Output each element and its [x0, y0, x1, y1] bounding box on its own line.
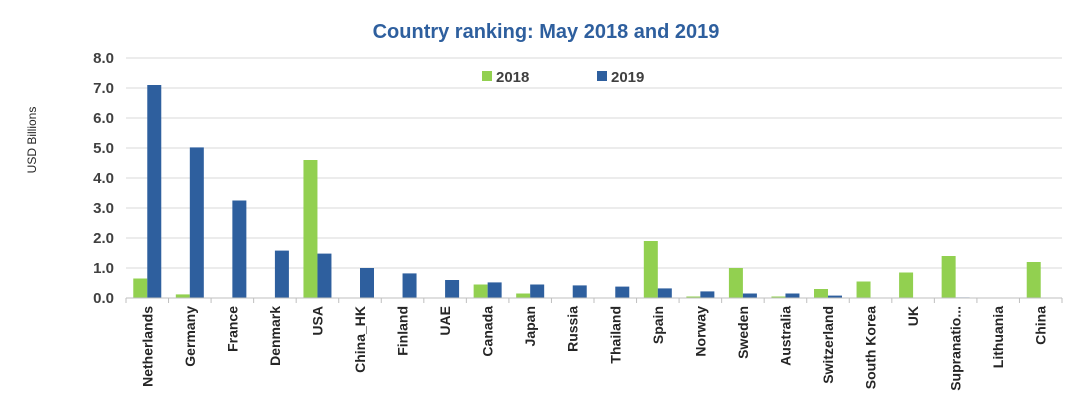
- x-tick-label: Switzerland: [820, 306, 836, 384]
- bar-2019-netherlands: [147, 85, 162, 298]
- y-tick-label: 6.0: [93, 110, 114, 127]
- bar-2019-uae: [445, 280, 460, 298]
- chart-title: Country ranking: May 2018 and 2019: [373, 21, 720, 43]
- legend-swatch-2019: [597, 71, 607, 81]
- x-tick-label: South Korea: [863, 306, 879, 389]
- x-tick-label: China: [1033, 306, 1049, 345]
- bar-2018-south-korea: [856, 281, 871, 298]
- bar-2019-norway: [700, 291, 715, 298]
- bar-2018-supranatio-: [941, 256, 956, 298]
- y-tick-label: 0.0: [93, 290, 114, 307]
- bar-2018-canada: [473, 284, 488, 298]
- x-tick-label: Lithuania: [990, 306, 1006, 368]
- x-tick-label: France: [224, 306, 240, 352]
- bar-2018-australia: [771, 296, 786, 298]
- y-tick-label: 8.0: [93, 50, 114, 67]
- x-tick-label: Russia: [565, 306, 581, 352]
- legend-swatch-2018: [482, 71, 492, 81]
- x-tick-label: Denmark: [267, 306, 283, 366]
- legend-label-2018: 2018: [496, 69, 529, 86]
- bar-2019-denmark: [274, 250, 289, 298]
- x-axis: [125, 297, 1063, 303]
- bar-2019-thailand: [615, 286, 630, 298]
- bar-2019-canada: [487, 282, 502, 298]
- bar-2019-france: [232, 200, 247, 298]
- bar-2018-usa: [303, 160, 318, 298]
- bar-2019-usa: [317, 253, 332, 298]
- x-tick-label: Australia: [777, 306, 793, 366]
- bar-2019-russia: [572, 285, 587, 298]
- y-tick-label: 3.0: [93, 200, 114, 217]
- x-tick-label: Supranatio...: [948, 306, 964, 391]
- x-tick-label: Spain: [650, 306, 666, 344]
- x-tick-label: UAE: [437, 306, 453, 336]
- gridlines: [126, 57, 1062, 269]
- y-tick-label: 2.0: [93, 230, 114, 247]
- bar-2018-switzerland: [814, 289, 828, 298]
- y-axis-label: USD Billions: [25, 107, 39, 174]
- x-tick-label: Thailand: [607, 306, 623, 364]
- bar-2018-uk: [899, 272, 914, 298]
- legend-label-2019: 2019: [611, 69, 644, 86]
- x-tick-label: Japan: [522, 306, 538, 346]
- x-tick-label: USA: [309, 306, 325, 336]
- x-tick-label: Canada: [480, 306, 496, 357]
- bar-2018-germany: [175, 294, 190, 298]
- bar-2019-sweden: [742, 293, 757, 298]
- bar-2018-sweden: [728, 268, 743, 298]
- y-tick-label: 5.0: [93, 140, 114, 157]
- x-tick-label: Sweden: [735, 306, 751, 359]
- bar-2019-switzerland: [828, 295, 842, 298]
- bars: [133, 85, 1041, 298]
- x-tick-label: UK: [905, 306, 921, 326]
- bar-2019-spain: [657, 288, 672, 298]
- bar-2019-japan: [530, 284, 545, 298]
- bar-2019-finland: [402, 273, 417, 298]
- y-tick-label: 4.0: [93, 170, 114, 187]
- bar-2018-japan: [516, 293, 531, 298]
- legend: 2018 2019: [482, 69, 644, 86]
- y-tick-label: 1.0: [93, 260, 114, 277]
- x-tick-label: China_HK: [352, 306, 368, 373]
- bar-2018-netherlands: [133, 278, 148, 298]
- bar-2019-australia: [785, 293, 800, 298]
- x-tick-label: Norway: [692, 306, 708, 357]
- bar-2018-spain: [643, 241, 658, 298]
- x-axis-categories: Netherlands Germany France Denmark USA China_…: [139, 306, 1048, 391]
- bar-2018-china: [1026, 262, 1041, 298]
- y-tick-label: 7.0: [93, 80, 114, 97]
- bar-2019-china-hk: [360, 268, 374, 298]
- y-axis-ticks: 0.0 1.0 2.0 3.0 4.0 5.0 6.0 7.0 8.0: [93, 50, 114, 307]
- x-tick-label: Germany: [182, 306, 198, 367]
- x-tick-label: Netherlands: [139, 306, 155, 387]
- bar-2019-germany: [189, 147, 204, 298]
- x-tick-label: Finland: [395, 306, 411, 356]
- bar-2018-norway: [686, 296, 701, 298]
